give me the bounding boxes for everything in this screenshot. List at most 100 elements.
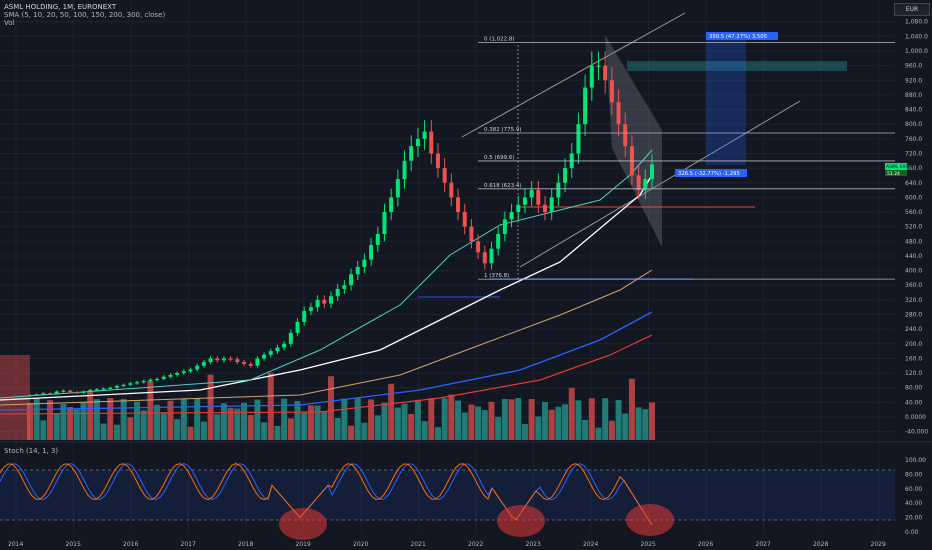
price-badge: ASML 691.4 xyxy=(886,164,913,170)
volume-bar xyxy=(475,406,482,440)
volume-bar xyxy=(421,421,428,440)
candle-body xyxy=(201,362,206,366)
candle-body xyxy=(81,391,86,393)
volume-bar xyxy=(541,402,548,440)
year-tick-label: 2015 xyxy=(66,541,81,548)
year-tick-label: 2026 xyxy=(698,541,713,548)
candle-body xyxy=(242,362,247,364)
volume-bar xyxy=(595,427,602,440)
volume-bar xyxy=(374,415,381,440)
volume-bar xyxy=(434,427,441,440)
volume-bar xyxy=(127,417,134,440)
candle-body xyxy=(282,343,287,348)
year-tick-label: 2020 xyxy=(353,541,368,548)
trend-line xyxy=(519,100,801,268)
sma-line xyxy=(0,269,653,406)
volume-bar xyxy=(642,409,649,440)
candle-body xyxy=(482,252,487,264)
price-tick-label: 480.0 xyxy=(905,238,922,245)
candle-body xyxy=(208,358,213,363)
candle-body xyxy=(522,197,527,205)
candle-body xyxy=(583,87,588,125)
volume-bar xyxy=(608,420,615,440)
candle-body xyxy=(609,80,614,103)
volume-bar xyxy=(455,400,462,440)
volume-bar xyxy=(187,426,194,440)
price-tick-label: 800.0 xyxy=(905,121,922,128)
oversold-highlight xyxy=(626,504,674,536)
volume-bar xyxy=(515,398,522,440)
volume-bar xyxy=(334,418,341,440)
candle-body xyxy=(395,179,400,198)
oversold-highlight xyxy=(279,508,327,540)
price-tick-label: 160.0 xyxy=(905,355,922,362)
price-badge-bg xyxy=(885,163,907,170)
year-tick-label: 2029 xyxy=(871,541,886,548)
candle-body xyxy=(636,175,641,191)
sma-line xyxy=(0,174,653,401)
candle-body xyxy=(135,382,140,384)
price-tick-label: 1,000.0 xyxy=(905,48,928,55)
candle-body xyxy=(355,266,360,275)
candle-body xyxy=(496,234,501,249)
candle-body xyxy=(596,65,601,67)
volume-bar xyxy=(267,373,274,440)
candle-body xyxy=(108,387,113,389)
year-tick-label: 2028 xyxy=(813,541,828,548)
measure-box xyxy=(706,40,746,165)
stoch-tick-label: 20.00 xyxy=(905,515,922,522)
volume-bar xyxy=(147,381,154,440)
price-badge: 51 24 xyxy=(887,171,900,177)
price-tick-label: 80.00 xyxy=(905,385,922,392)
volume-bar xyxy=(220,403,227,440)
volume-bar xyxy=(307,405,314,440)
moving-averages xyxy=(0,149,653,415)
candle-body xyxy=(369,244,374,260)
candle-body xyxy=(442,168,447,183)
fib-label: 0.618 (623.4) xyxy=(484,183,522,189)
price-tick-label: 720.0 xyxy=(905,150,922,157)
candle-body xyxy=(28,395,32,397)
candle-body xyxy=(61,390,66,392)
volume-bar xyxy=(207,374,214,440)
volume-bars xyxy=(0,355,655,440)
year-tick-label: 2023 xyxy=(526,541,541,548)
candle-body xyxy=(161,376,166,379)
volume-bar xyxy=(488,401,495,440)
volume-bar xyxy=(468,404,475,440)
candle-body xyxy=(215,358,220,361)
candle-body xyxy=(349,274,354,286)
volume-bar xyxy=(388,383,395,440)
volume-bar xyxy=(622,413,629,440)
grid xyxy=(0,0,895,532)
sma-line xyxy=(0,149,653,399)
volume-bar xyxy=(481,410,488,440)
volume-bar xyxy=(80,402,87,440)
currency-badge[interactable]: EUR xyxy=(894,3,930,16)
candle-body xyxy=(375,234,380,245)
candle-body xyxy=(435,153,440,169)
volume-bar xyxy=(281,398,288,440)
volume-bar xyxy=(582,419,589,440)
candle-body xyxy=(589,65,594,88)
candle-body xyxy=(195,365,200,370)
candle-body xyxy=(476,241,481,253)
volume-bar xyxy=(528,399,535,440)
volume-bar xyxy=(555,406,562,440)
measure-label: 326.5 (-32.77%) -1,295 xyxy=(678,171,740,177)
price-tick-label: 400.0 xyxy=(905,268,922,275)
candle-body xyxy=(221,358,226,361)
candle-body xyxy=(41,393,46,395)
volume-bar xyxy=(361,422,368,440)
price-tick-label: 1,040.0 xyxy=(905,33,928,40)
volume-bar xyxy=(414,399,421,440)
down-channel xyxy=(605,35,662,247)
price-tick-label: 1,080.0 xyxy=(905,19,928,26)
price-tick-label: 760.0 xyxy=(905,136,922,143)
candle-body xyxy=(315,299,320,308)
fib-label: 1 (376.8) xyxy=(484,273,509,279)
measure-label-bg xyxy=(706,32,778,40)
volume-bar xyxy=(548,409,555,440)
volume-bar xyxy=(287,418,294,440)
